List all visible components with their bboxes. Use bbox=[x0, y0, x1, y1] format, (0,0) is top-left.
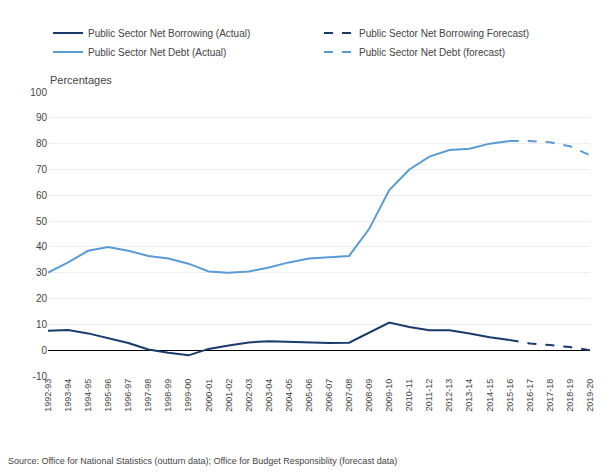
svg-text:2002-03: 2002-03 bbox=[244, 379, 254, 412]
svg-text:80: 80 bbox=[36, 138, 48, 149]
svg-text:Source: Office for National St: Source: Office for National Statistics (… bbox=[8, 456, 397, 466]
svg-text:1994-95: 1994-95 bbox=[83, 379, 93, 412]
svg-text:70: 70 bbox=[36, 164, 48, 175]
svg-text:2015-16: 2015-16 bbox=[505, 379, 515, 412]
svg-text:2003-04: 2003-04 bbox=[264, 379, 274, 412]
svg-text:40: 40 bbox=[36, 241, 48, 252]
svg-text:10: 10 bbox=[36, 319, 48, 330]
svg-text:Public Sector Net Debt (Actual: Public Sector Net Debt (Actual) bbox=[88, 47, 226, 58]
svg-text:1997-98: 1997-98 bbox=[143, 379, 153, 412]
svg-text:2001-02: 2001-02 bbox=[224, 379, 234, 412]
svg-text:2008-09: 2008-09 bbox=[364, 379, 374, 412]
svg-text:2018-19: 2018-19 bbox=[565, 379, 575, 412]
svg-text:2004-05: 2004-05 bbox=[284, 379, 294, 412]
svg-text:20: 20 bbox=[36, 293, 48, 304]
svg-text:2011-12: 2011-12 bbox=[424, 379, 434, 411]
svg-text:-10: -10 bbox=[33, 371, 48, 382]
svg-text:2006-07: 2006-07 bbox=[324, 379, 334, 412]
svg-text:2012-13: 2012-13 bbox=[444, 379, 454, 412]
svg-text:Public Sector Net Borrowing (A: Public Sector Net Borrowing (Actual) bbox=[88, 28, 250, 39]
svg-text:60: 60 bbox=[36, 190, 48, 201]
svg-text:1998-99: 1998-99 bbox=[163, 379, 173, 412]
svg-text:1999-00: 1999-00 bbox=[183, 379, 193, 412]
svg-text:2010-11: 2010-11 bbox=[404, 379, 414, 411]
svg-text:1992-93: 1992-93 bbox=[43, 379, 53, 412]
svg-text:0: 0 bbox=[41, 345, 47, 356]
svg-text:Public Sector Net Borrowing Fo: Public Sector Net Borrowing Forecast) bbox=[359, 28, 529, 39]
svg-text:2009-10: 2009-10 bbox=[384, 379, 394, 412]
svg-text:1995-96: 1995-96 bbox=[103, 379, 113, 412]
svg-text:Public Sector Net Debt (foreca: Public Sector Net Debt (forecast) bbox=[359, 47, 505, 58]
svg-text:2017-18: 2017-18 bbox=[545, 379, 555, 412]
svg-text:30: 30 bbox=[36, 267, 48, 278]
svg-text:50: 50 bbox=[36, 216, 48, 227]
svg-text:90: 90 bbox=[36, 112, 48, 123]
svg-text:1993-94: 1993-94 bbox=[63, 379, 73, 412]
svg-text:2007-08: 2007-08 bbox=[344, 379, 354, 412]
svg-text:2000-01: 2000-01 bbox=[204, 379, 214, 412]
svg-text:2005-06: 2005-06 bbox=[304, 379, 314, 412]
svg-text:2016-17: 2016-17 bbox=[525, 379, 535, 412]
svg-text:2014-15: 2014-15 bbox=[485, 379, 495, 412]
svg-text:1996-97: 1996-97 bbox=[123, 379, 133, 412]
svg-text:2013-14: 2013-14 bbox=[464, 379, 474, 412]
svg-text:100: 100 bbox=[30, 87, 47, 98]
svg-text:2019-20: 2019-20 bbox=[585, 379, 595, 412]
svg-text:Percentages: Percentages bbox=[50, 74, 112, 86]
